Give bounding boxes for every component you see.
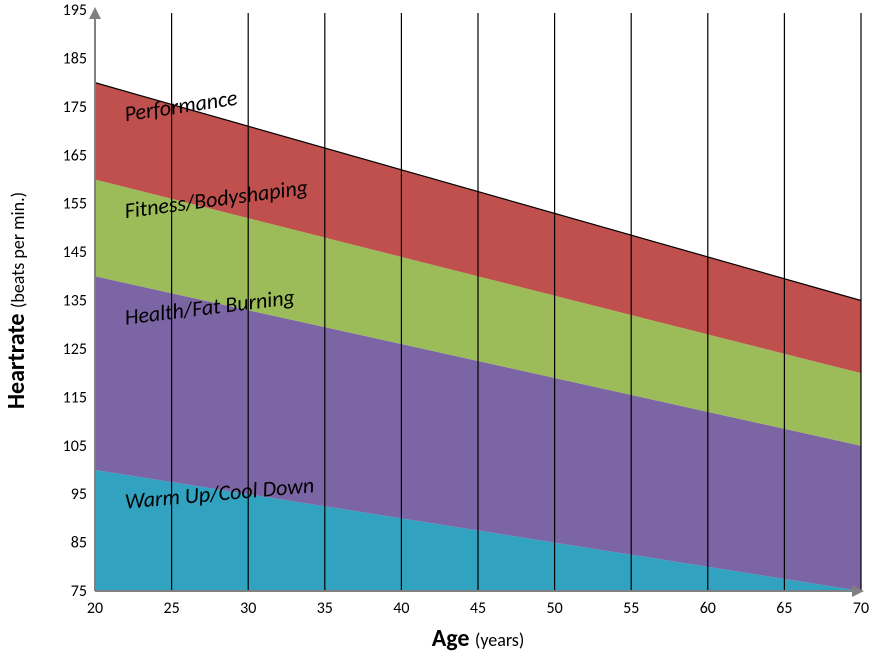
y-axis-label: Heartrate (beats per min.) (2, 192, 31, 409)
x-tick-label: 50 (546, 599, 562, 618)
y-tick-label: 125 (63, 340, 87, 359)
x-tick-label: 35 (317, 599, 333, 618)
y-tick-label: 85 (71, 534, 87, 553)
y-tick-label: 95 (71, 485, 87, 504)
heartrate-zone-chart: 75 85 95 105 115 125 135 145 155 165 175 185 195 20 25… (0, 0, 876, 661)
y-tick-label: 105 (63, 437, 87, 456)
y-tick-label: 145 (63, 243, 87, 262)
y-tick-label: 175 (63, 98, 87, 117)
y-tick-label: 195 (63, 1, 87, 20)
y-tick-label: 75 (71, 582, 87, 601)
x-tick-label: 65 (776, 599, 792, 618)
x-tick-label: 30 (240, 599, 256, 618)
x-tick-label: 60 (700, 599, 716, 618)
y-tick-label: 185 (63, 49, 87, 68)
x-tick-label: 40 (393, 599, 409, 618)
y-tick-label: 135 (63, 292, 87, 311)
x-tick-label: 45 (470, 599, 486, 618)
y-tick-label: 165 (63, 146, 87, 165)
y-tick-label: 115 (63, 388, 87, 407)
x-tick-label: 55 (623, 599, 639, 618)
x-tick-label: 20 (87, 599, 103, 618)
x-tick-label: 70 (853, 599, 869, 618)
x-axis-label: Age (years) (432, 624, 525, 653)
x-tick-label: 25 (163, 599, 179, 618)
chart-svg: 75 85 95 105 115 125 135 145 155 165 175 185 195 20 25… (0, 0, 876, 661)
y-tick-label: 155 (63, 195, 87, 214)
